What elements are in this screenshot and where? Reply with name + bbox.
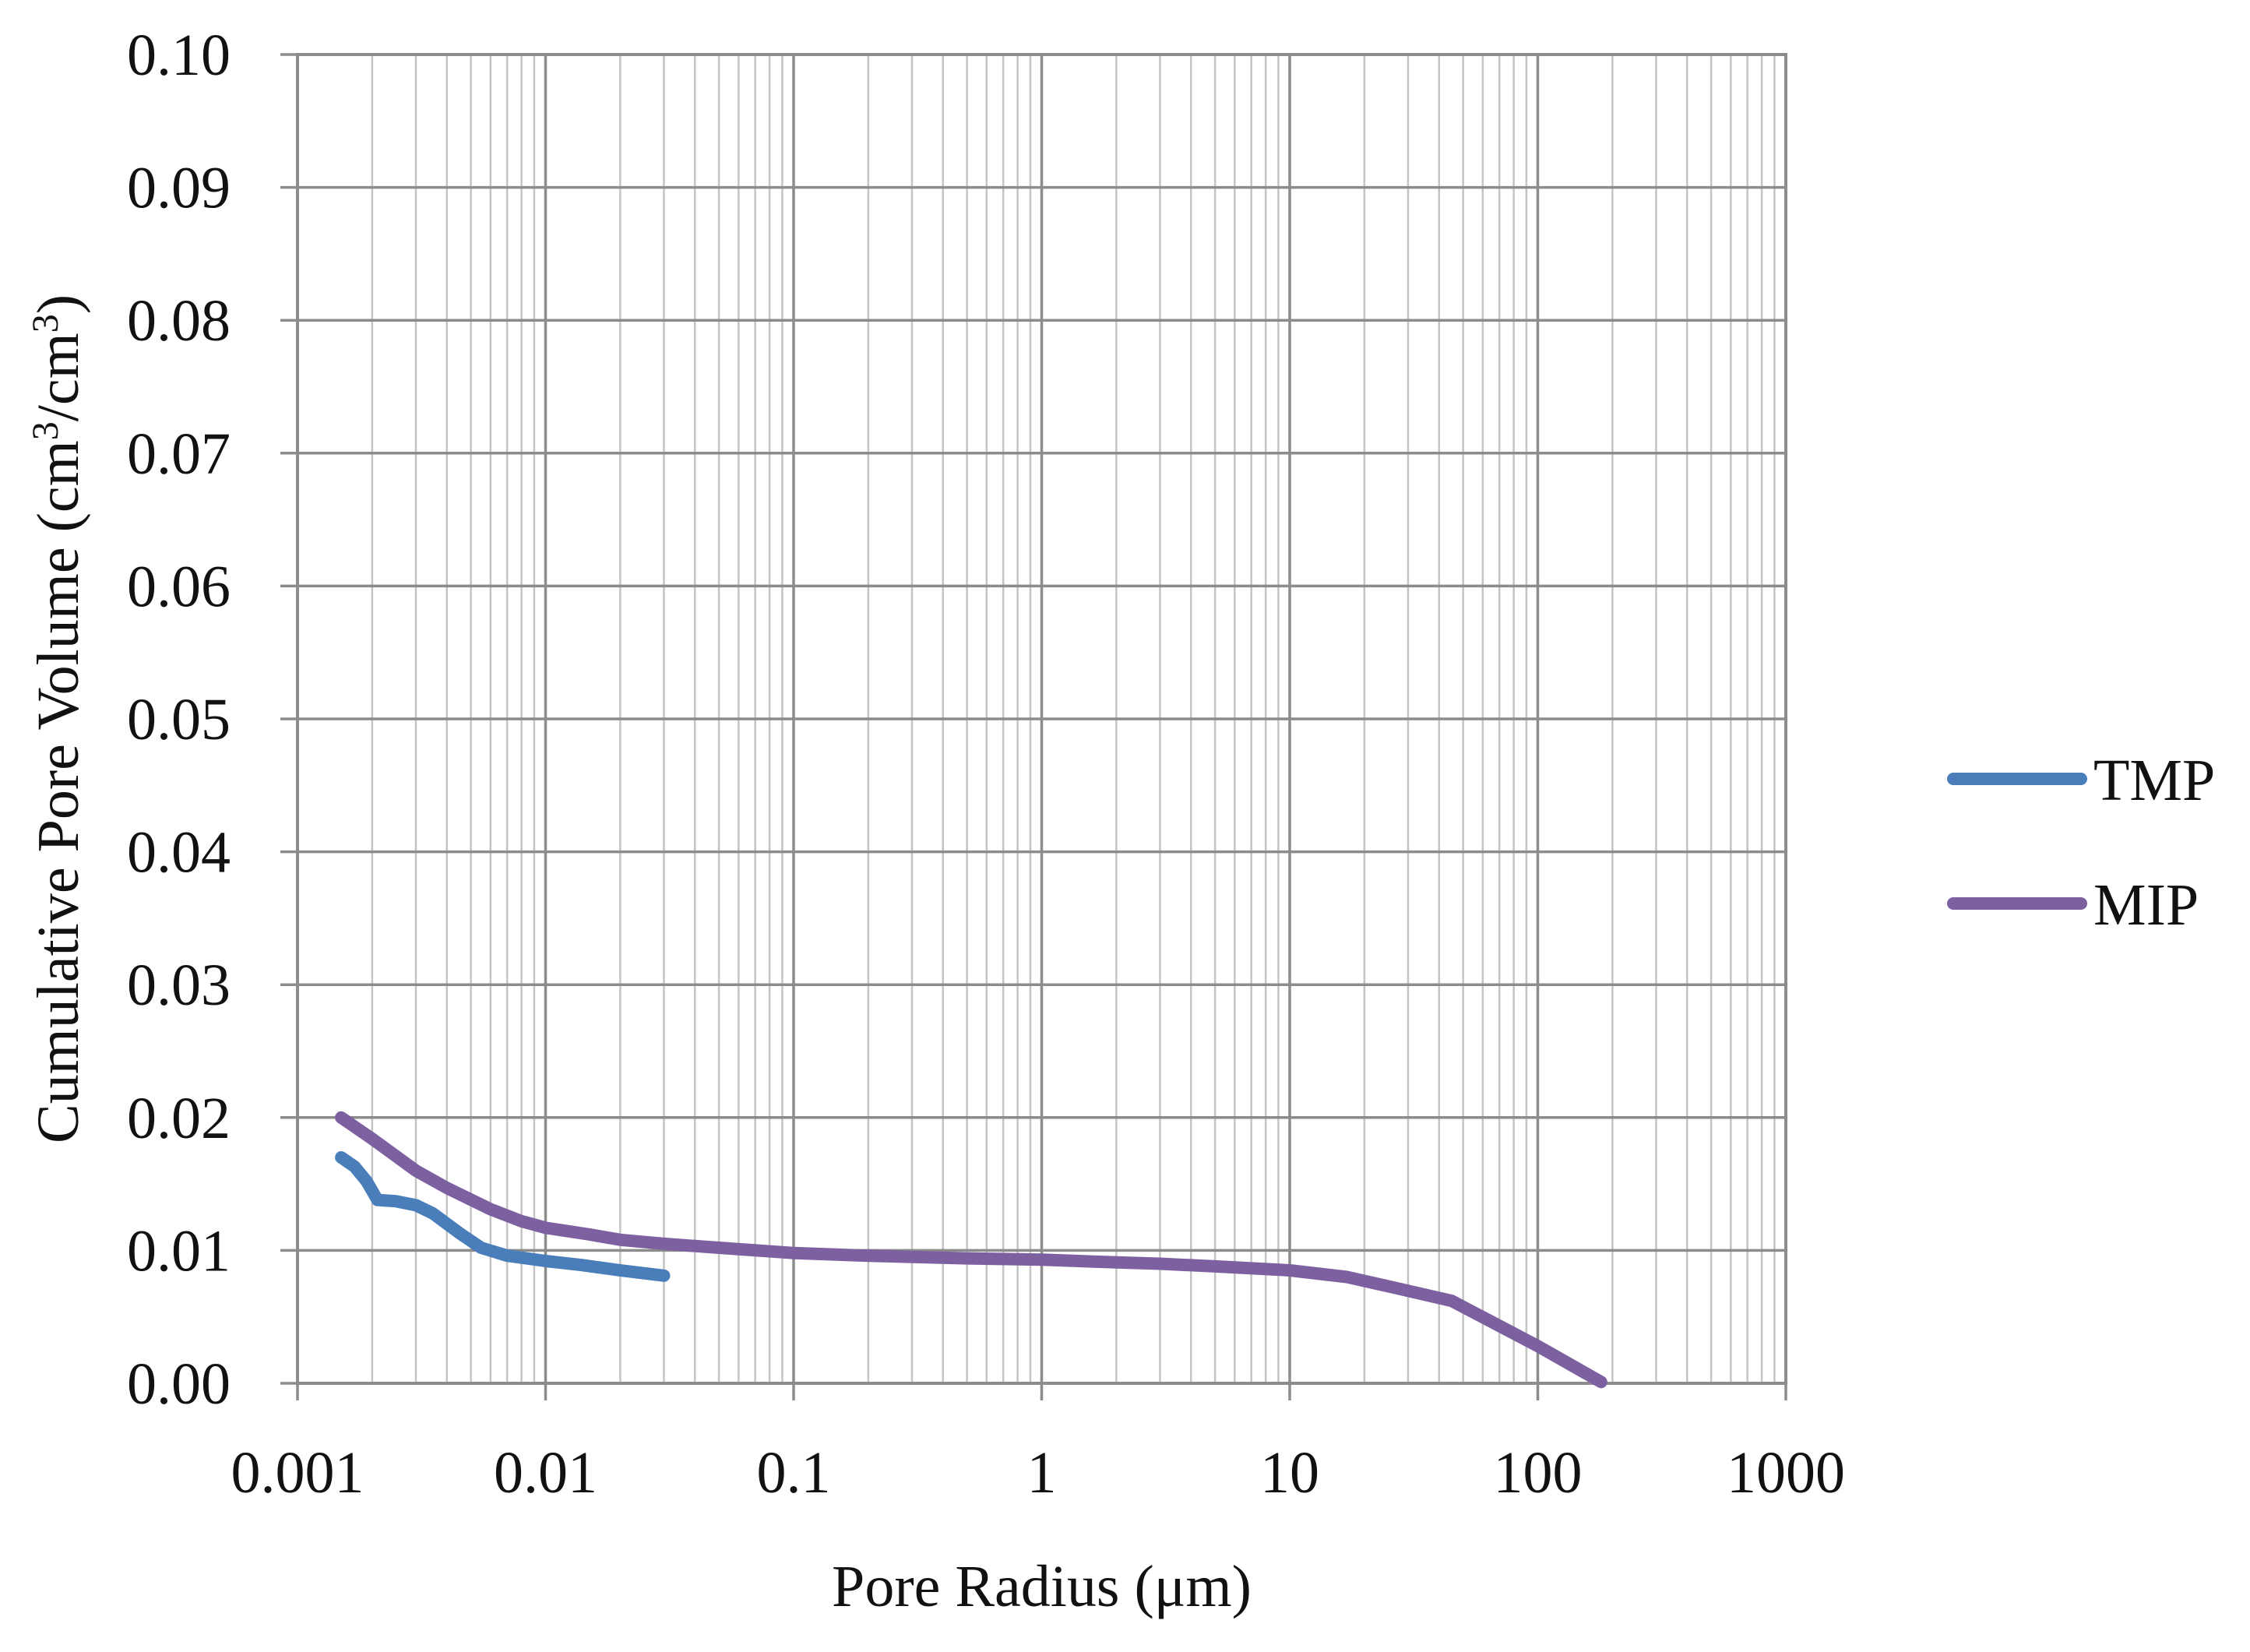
y-tick-label: 0.09	[127, 156, 231, 221]
x-tick-label: 0.1	[757, 1440, 831, 1506]
x-tick-label: 100	[1494, 1440, 1583, 1506]
plot-frame	[296, 53, 1787, 1385]
y-tick-label: 0.01	[127, 1218, 231, 1284]
y-axis-title-superscript-2: 3	[25, 314, 66, 333]
y-axis-title-superscript-1: 3	[25, 421, 66, 440]
y-tick-label: 0.08	[127, 288, 231, 354]
y-tick-label: 0.10	[127, 23, 231, 88]
legend: TMP MIP	[1947, 748, 2215, 938]
x-tick-label: 0.001	[231, 1440, 364, 1506]
legend-label-mip: MIP	[2093, 872, 2199, 938]
series-line-mip	[335, 1111, 1607, 1389]
y-tick-label: 0.02	[127, 1086, 231, 1151]
y-axis-title-suffix: )	[26, 294, 91, 314]
data-series	[335, 1111, 1607, 1389]
y-axis-title-middle: /cm	[26, 333, 91, 421]
x-tick-label: 0.01	[494, 1440, 597, 1506]
x-tick-label: 1	[1027, 1440, 1057, 1506]
y-axis-tick-labels: 0.00 0.01 0.02 0.03 0.04 0.05 0.06 0.07 0.08 0.09…	[127, 23, 231, 1417]
x-tick-label: 10	[1260, 1440, 1319, 1506]
legend-label-tmp: TMP	[2093, 748, 2215, 813]
y-tick-label: 0.03	[127, 953, 231, 1018]
plot-area-border	[296, 53, 1787, 1385]
y-axis-title: Cumulative Pore Volume (cm3/cm3)	[25, 294, 92, 1143]
series-line-tmp	[335, 1151, 671, 1282]
x-axis-title: Pore Radius (μm)	[832, 1554, 1252, 1619]
y-tick-label: 0.04	[127, 820, 231, 886]
y-tick-label: 0.00	[127, 1351, 231, 1417]
x-tick-label: 1000	[1727, 1440, 1845, 1506]
y-tick-label: 0.07	[127, 421, 231, 487]
y-axis-title-prefix: Cumulative Pore Volume (cm	[26, 440, 91, 1143]
x-axis-tick-labels: 0.001 0.01 0.1 1 10 100 1000	[231, 1440, 1846, 1506]
y-tick-label: 0.06	[127, 554, 231, 619]
y-tick-label: 0.05	[127, 687, 231, 752]
